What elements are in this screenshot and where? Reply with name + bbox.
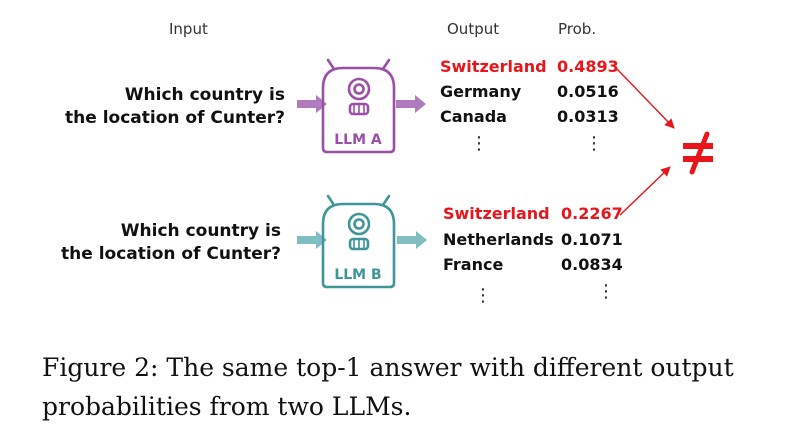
output-a-2-prob: 0.0516: [557, 82, 619, 101]
header-prob: Prob.: [558, 20, 597, 38]
output-a-1-prob: 0.4893: [557, 57, 619, 76]
diagram-graphics: LLM A LLM B: [297, 58, 713, 289]
output-b-2-prob: 0.1071: [561, 230, 623, 249]
output-b-1-answer: Switzerland: [443, 204, 550, 223]
question-a-line2: the location of Cunter?: [65, 108, 285, 128]
figure-caption: Figure 2: The same top-1 answer with dif…: [42, 353, 734, 421]
arrow-b-out: [397, 231, 427, 249]
output-a-3-answer: Canada: [440, 107, 507, 126]
question-a: Which country is the location of Cunter?: [65, 84, 285, 130]
llm-b-label: LLM B: [334, 267, 381, 283]
output-b-3-answer: France: [443, 255, 504, 274]
output-a-2-answer: Germany: [440, 82, 522, 101]
header-input: Input: [169, 20, 208, 38]
llm-a-label: LLM A: [334, 132, 382, 148]
header-output: Output: [447, 20, 500, 38]
question-b-line2: the location of Cunter?: [61, 244, 281, 264]
robot-icon: [321, 194, 396, 289]
output-b-2-answer: Netherlands: [443, 230, 554, 249]
arrow-a-in: [297, 95, 327, 113]
compare-arrow-b: [619, 166, 671, 216]
compare-arrow-a: [616, 68, 675, 129]
question-b: Which country is the location of Cunter?: [61, 220, 281, 266]
output-a-1-answer: Switzerland: [440, 57, 547, 76]
output-b-3-prob: 0.0834: [561, 255, 623, 274]
question-a-line1: Which country is: [124, 85, 285, 105]
robot-icon: [321, 58, 396, 154]
arrow-a-out: [396, 95, 426, 113]
output-b-1-prob: 0.2267: [561, 204, 623, 223]
arrow-b-in: [297, 231, 327, 249]
question-b-line1: Which country is: [120, 221, 281, 241]
output-a-3-prob: 0.0313: [557, 107, 619, 126]
not-equal-icon: [683, 131, 713, 175]
